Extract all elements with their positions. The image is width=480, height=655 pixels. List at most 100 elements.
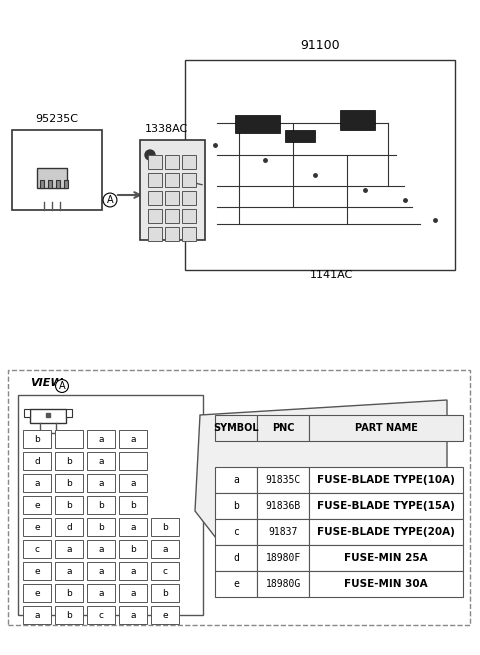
Text: b: b <box>162 523 168 531</box>
Bar <box>119 518 147 536</box>
Bar <box>119 606 147 624</box>
Text: a: a <box>130 479 136 487</box>
Bar <box>64 180 68 188</box>
Bar <box>309 467 463 493</box>
Text: a: a <box>233 475 239 485</box>
Bar <box>215 493 257 519</box>
Bar <box>23 474 51 492</box>
Bar <box>257 571 309 597</box>
Bar <box>12 130 102 210</box>
Bar <box>55 496 83 514</box>
Text: A: A <box>59 381 65 391</box>
Bar <box>55 540 83 558</box>
Bar <box>55 474 83 492</box>
Bar <box>119 562 147 580</box>
Text: PNC: PNC <box>272 423 294 433</box>
Bar <box>18 395 203 615</box>
Bar <box>148 173 162 187</box>
Text: a: a <box>98 544 104 553</box>
Text: e: e <box>34 588 40 597</box>
Bar <box>151 562 179 580</box>
Text: a: a <box>34 479 40 487</box>
Bar <box>56 180 60 188</box>
Bar <box>285 130 315 142</box>
Text: a: a <box>98 457 104 466</box>
Bar <box>55 518 83 536</box>
Text: a: a <box>130 434 136 443</box>
Bar <box>185 60 455 270</box>
Bar <box>140 140 205 240</box>
Bar <box>87 584 115 602</box>
Text: a: a <box>66 544 72 553</box>
Text: 18980F: 18980F <box>265 553 300 563</box>
Bar <box>87 474 115 492</box>
Bar <box>151 540 179 558</box>
Bar <box>23 518 51 536</box>
Bar <box>8 370 470 625</box>
Bar <box>148 227 162 241</box>
Bar <box>119 474 147 492</box>
Text: d: d <box>34 457 40 466</box>
Bar <box>87 562 115 580</box>
Bar <box>215 545 257 571</box>
Circle shape <box>145 150 155 160</box>
Bar <box>340 110 375 130</box>
Text: c: c <box>163 567 168 576</box>
Bar <box>309 415 463 441</box>
Bar <box>182 191 196 205</box>
Bar <box>165 173 179 187</box>
Text: a: a <box>34 610 40 620</box>
Bar <box>182 155 196 169</box>
Text: b: b <box>66 479 72 487</box>
Bar <box>87 518 115 536</box>
Text: a: a <box>130 567 136 576</box>
Text: b: b <box>130 500 136 510</box>
Bar <box>257 415 309 441</box>
Bar <box>215 519 257 545</box>
Bar <box>87 430 115 448</box>
Bar <box>23 562 51 580</box>
Bar <box>87 452 115 470</box>
Text: c: c <box>233 527 239 537</box>
Bar <box>37 168 67 188</box>
Text: b: b <box>98 523 104 531</box>
Text: 91836B: 91836B <box>265 501 300 511</box>
Bar <box>235 115 280 133</box>
Bar <box>309 571 463 597</box>
Text: 91837: 91837 <box>268 527 298 537</box>
Text: b: b <box>66 500 72 510</box>
Bar <box>151 518 179 536</box>
Text: b: b <box>98 500 104 510</box>
Text: FUSE-MIN 25A: FUSE-MIN 25A <box>344 553 428 563</box>
Text: b: b <box>66 610 72 620</box>
Text: VIEW: VIEW <box>30 378 62 388</box>
Text: c: c <box>98 610 104 620</box>
Bar <box>119 584 147 602</box>
Bar <box>119 496 147 514</box>
Bar <box>23 606 51 624</box>
Bar <box>215 467 257 493</box>
Text: a: a <box>130 588 136 597</box>
Bar <box>87 540 115 558</box>
Bar <box>148 191 162 205</box>
Text: FUSE-BLADE TYPE(10A): FUSE-BLADE TYPE(10A) <box>317 475 455 485</box>
Bar <box>309 545 463 571</box>
Text: 1141AC: 1141AC <box>310 270 353 280</box>
Bar <box>55 606 83 624</box>
Text: FUSE-BLADE TYPE(15A): FUSE-BLADE TYPE(15A) <box>317 501 455 511</box>
Bar <box>40 180 44 188</box>
Text: FUSE-BLADE TYPE(20A): FUSE-BLADE TYPE(20A) <box>317 527 455 537</box>
Text: 91835C: 91835C <box>265 475 300 485</box>
Text: d: d <box>233 553 239 563</box>
Polygon shape <box>195 400 447 587</box>
Bar <box>87 606 115 624</box>
Bar <box>23 452 51 470</box>
Text: a: a <box>98 588 104 597</box>
Bar <box>148 155 162 169</box>
Text: b: b <box>66 588 72 597</box>
Bar <box>309 519 463 545</box>
Text: e: e <box>34 500 40 510</box>
Text: PART NAME: PART NAME <box>355 423 418 433</box>
Bar <box>119 430 147 448</box>
Bar <box>24 409 30 417</box>
